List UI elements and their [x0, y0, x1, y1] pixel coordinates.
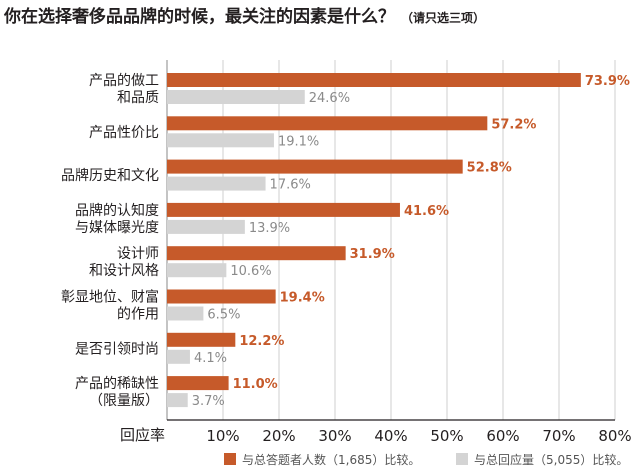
data-label-respondents: 31.9% [350, 247, 395, 262]
bar-respondents [167, 202, 400, 217]
category-label: 品牌的认知度 [75, 202, 159, 219]
category-label: 的作用 [117, 307, 159, 323]
bars: 73.9% 24.6% 57.2% 19.1% 52.8% 17.6% 41.6% 13.9%… [167, 73, 630, 409]
bar-responses [167, 393, 188, 408]
bar-respondents [167, 289, 276, 304]
data-label-responses: 10.6% [230, 264, 271, 279]
data-label-responses: 6.5% [207, 308, 240, 323]
chart-title-note: （请只选三项） [401, 11, 486, 25]
bar-responses [167, 219, 245, 234]
data-label-responses: 4.1% [194, 351, 227, 366]
x-tick-label: 40% [374, 427, 407, 445]
bar-respondents [167, 73, 581, 87]
bar-respondents [167, 376, 229, 391]
data-label-respondents: 12.2% [239, 334, 284, 349]
legend-label-respondents: 与总答题者人数（1,685）比较。 [242, 452, 420, 467]
category-label: 产品的稀缺性 [75, 376, 159, 392]
bar-respondents [167, 332, 236, 347]
legend-swatch-respondents [224, 453, 236, 465]
category-label: 设计师 [117, 246, 159, 262]
chart-title-main: 你在选择奢侈品品牌的时候，最关注的因素是什么？ [4, 7, 395, 27]
x-tick-label: 80% [598, 427, 631, 445]
data-label-respondents: 11.0% [233, 377, 278, 392]
data-label-respondents: 52.8% [467, 161, 512, 176]
category-label: 产品的做工 [89, 73, 159, 89]
bar-respondents [167, 159, 463, 174]
x-tick-label: 10% [206, 427, 239, 445]
category-label: 产品性价比 [89, 125, 159, 141]
x-tick-label: 70% [542, 427, 575, 445]
bar-responses [167, 349, 190, 364]
chart-title: 你在选择奢侈品品牌的时候，最关注的因素是什么？ （请只选三项） [4, 2, 636, 30]
x-ticks: 回应率 10% 20% 30% 40% 50% 60% 70% 80% [120, 426, 632, 445]
category-label: （限量版） [89, 393, 159, 409]
data-label-responses: 13.9% [249, 221, 290, 236]
bar-responses [167, 90, 305, 104]
x-tick-label: 20% [262, 427, 295, 445]
data-label-respondents: 73.9% [585, 74, 630, 89]
legend-label-responses: 与总回应量（5,055）比较。 [474, 452, 628, 467]
legend: 与总答题者人数（1,685）比较。 与总回应量（5,055）比较。 [224, 452, 628, 467]
bar-responses [167, 133, 274, 148]
x-tick-label: 30% [318, 427, 351, 445]
grid [166, 60, 616, 421]
category-label: 与媒体曝光度 [75, 220, 159, 236]
legend-swatch-responses [456, 453, 468, 465]
data-label-respondents: 41.6% [404, 204, 449, 219]
category-label: 是否引领时尚 [75, 341, 159, 357]
x-axis-label: 回应率 [120, 426, 165, 444]
bar-responses [167, 176, 266, 191]
category-label: 和设计风格 [89, 263, 159, 279]
bar-responses [167, 306, 204, 321]
x-tick-label: 60% [486, 427, 519, 445]
data-label-responses: 3.7% [192, 394, 225, 409]
category-label: 品牌历史和文化 [61, 167, 159, 184]
data-label-responses: 17.6% [270, 178, 311, 193]
category-label: 彰显地位、财富 [61, 289, 159, 306]
bar-responses [167, 263, 227, 278]
data-label-responses: 19.1% [278, 134, 319, 149]
data-label-respondents: 57.2% [491, 117, 536, 132]
category-label: 和品质 [117, 90, 159, 106]
data-label-respondents: 19.4% [280, 291, 325, 306]
bar-respondents [167, 116, 488, 131]
x-tick-label: 50% [430, 427, 463, 445]
data-label-responses: 24.6% [309, 91, 350, 106]
bar-respondents [167, 246, 346, 261]
